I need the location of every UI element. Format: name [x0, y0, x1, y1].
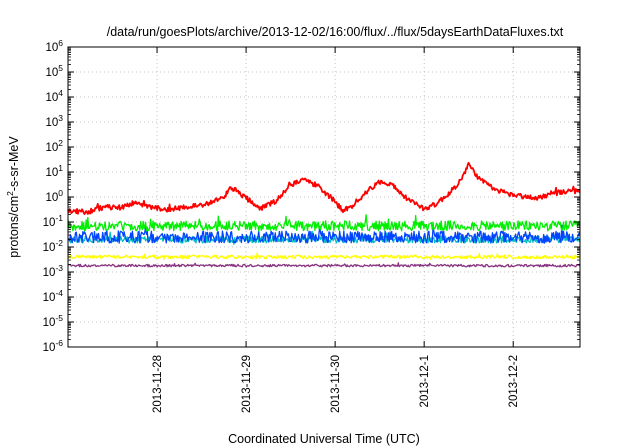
- series-line: [67, 262, 581, 268]
- x-tick-label: 2013-12-2: [508, 355, 520, 407]
- tick-group: 10-6 10-5 10-4 10-3 10-2 10-1 100 101 102 103 104 1…: [43, 38, 580, 413]
- grid: [68, 47, 580, 347]
- chart-title: /data/run/goesPlots/archive/2013-12-02/1…: [107, 25, 564, 39]
- y-tick-label: 10-3: [43, 263, 64, 279]
- y-tick-label: 10-1: [43, 213, 64, 229]
- series-line: [67, 214, 581, 232]
- y-tick-label: 104: [45, 88, 63, 104]
- series-line: [67, 161, 581, 216]
- y-tick-label: 105: [45, 63, 63, 79]
- y-tick-label: 103: [45, 113, 63, 129]
- x-tick-label: 2013-12-1: [419, 355, 431, 407]
- y-tick-label: 10-2: [43, 238, 64, 254]
- series-line: [67, 224, 581, 244]
- series-line: [67, 231, 581, 245]
- y-axis-label: protons/cm2-s-sr-MeV: [5, 136, 21, 258]
- series-line: [67, 252, 581, 261]
- y-tick-label: 101: [45, 163, 63, 179]
- x-tick-label: 2013-11-28: [152, 355, 164, 413]
- x-tick-label: 2013-11-30: [330, 355, 342, 413]
- x-tick-label: 2013-11-29: [241, 355, 253, 413]
- y-tick-label: 102: [45, 138, 63, 154]
- y-tick-label: 10-4: [43, 288, 64, 304]
- y-tick-label: 10-5: [43, 313, 64, 329]
- y-tick-label: 100: [45, 188, 63, 204]
- y-tick-label: 10-6: [43, 338, 64, 354]
- y-tick-label: 106: [45, 38, 63, 54]
- series-group: [67, 161, 581, 268]
- x-axis-label: Coordinated Universal Time (UTC): [228, 432, 420, 446]
